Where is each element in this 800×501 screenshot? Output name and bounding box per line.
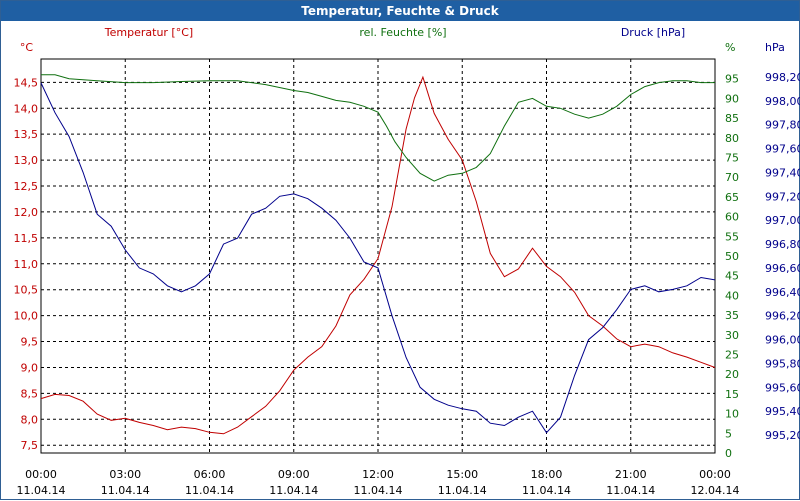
humidity-axis-title: rel. Feuchte [%] (359, 26, 446, 39)
humidity-tick-label: 0 (725, 447, 732, 460)
humidity-tick-label: 50 (725, 250, 739, 263)
humidity-tick-label: 90 (725, 92, 739, 105)
humidity-tick-label: 65 (725, 191, 739, 204)
x-tick-time: 00:00 (25, 468, 57, 481)
humidity-tick-label: 15 (725, 388, 739, 401)
temperature-tick-label: 8,5 (21, 387, 39, 400)
humidity-tick-label: 10 (725, 408, 739, 421)
x-tick-date: 11.04.14 (269, 484, 318, 497)
x-tick-time: 03:00 (109, 468, 141, 481)
temperature-tick-label: 7,5 (21, 439, 39, 452)
humidity-tick-label: 85 (725, 112, 739, 125)
temperature-unit: °C (20, 41, 34, 54)
pressure-tick-label: 995,60 (765, 381, 800, 394)
x-tick-date: 11.04.14 (606, 484, 655, 497)
humidity-tick-label: 40 (725, 289, 739, 302)
temperature-tick-label: 9,5 (21, 336, 39, 349)
humidity-tick-label: 25 (725, 349, 739, 362)
pressure-tick-label: 996,20 (765, 310, 800, 323)
plot-frame (41, 59, 715, 453)
temperature-tick-label: 12,5 (14, 180, 39, 193)
x-tick-date: 11.04.14 (354, 484, 403, 497)
x-tick-date: 12.04.14 (691, 484, 740, 497)
pressure-tick-label: 996,00 (765, 334, 800, 347)
x-tick-time: 15:00 (446, 468, 478, 481)
x-tick-time: 06:00 (194, 468, 226, 481)
pressure-tick-label: 996,80 (765, 238, 800, 251)
temperature-tick-label: 10,0 (14, 310, 39, 323)
x-tick-date: 11.04.14 (185, 484, 234, 497)
x-tick-time: 21:00 (615, 468, 647, 481)
x-tick-time: 18:00 (531, 468, 563, 481)
humidity-tick-label: 45 (725, 270, 739, 283)
tick-labels: 00:00 11.04.14 03:00 11.04.14 06:00 11.04.14 0… (14, 71, 800, 497)
humidity-tick-label: 30 (725, 329, 739, 342)
temperature-tick-label: 13,0 (14, 154, 39, 167)
humidity-tick-label: 70 (725, 171, 739, 184)
pressure-axis-title: Druck [hPa] (621, 26, 685, 39)
temperature-tick-label: 11,5 (14, 232, 39, 245)
grid (41, 59, 715, 453)
humidity-tick-label: 35 (725, 309, 739, 322)
temperature-tick-label: 10,5 (14, 284, 39, 297)
humidity-tick-label: 5 (725, 427, 732, 440)
x-tick-time: 12:00 (362, 468, 394, 481)
pressure-tick-label: 998,20 (765, 71, 800, 84)
pressure-tick-label: 997,20 (765, 190, 800, 203)
x-tick-date: 11.04.14 (522, 484, 571, 497)
temperature-tick-label: 13,5 (14, 128, 39, 141)
x-tick-time: 09:00 (278, 468, 310, 481)
humidity-unit: % (725, 41, 735, 54)
pressure-tick-label: 995,20 (765, 429, 800, 442)
pressure-tick-label: 997,60 (765, 143, 800, 156)
pressure-unit: hPa (765, 41, 785, 54)
x-tick-date: 11.04.14 (17, 484, 66, 497)
x-tick-date: 11.04.14 (101, 484, 150, 497)
temperature-tick-label: 9,0 (21, 361, 39, 374)
humidity-tick-label: 95 (725, 73, 739, 86)
temperature-line (41, 77, 715, 434)
humidity-tick-label: 75 (725, 152, 739, 165)
pressure-tick-label: 995,80 (765, 357, 800, 370)
temperature-tick-label: 8,0 (21, 413, 39, 426)
humidity-tick-label: 20 (725, 368, 739, 381)
temperature-tick-label: 14,5 (14, 76, 39, 89)
temperature-axis-title: Temperatur [°C] (104, 26, 193, 39)
pressure-tick-label: 996,40 (765, 286, 800, 299)
pressure-tick-label: 995,40 (765, 405, 800, 418)
humidity-tick-label: 55 (725, 230, 739, 243)
pressure-tick-label: 997,40 (765, 166, 800, 179)
humidity-tick-label: 60 (725, 211, 739, 224)
pressure-tick-label: 997,00 (765, 214, 800, 227)
pressure-tick-label: 998,00 (765, 95, 800, 108)
x-tick-time: 00:00 (699, 468, 731, 481)
temperature-tick-label: 12,0 (14, 206, 39, 219)
x-tick-date: 11.04.14 (438, 484, 487, 497)
temperature-tick-label: 11,0 (14, 258, 39, 271)
temperature-tick-label: 14,0 (14, 102, 39, 115)
pressure-tick-label: 996,60 (765, 262, 800, 275)
humidity-tick-label: 80 (725, 132, 739, 145)
pressure-tick-label: 997,80 (765, 119, 800, 132)
